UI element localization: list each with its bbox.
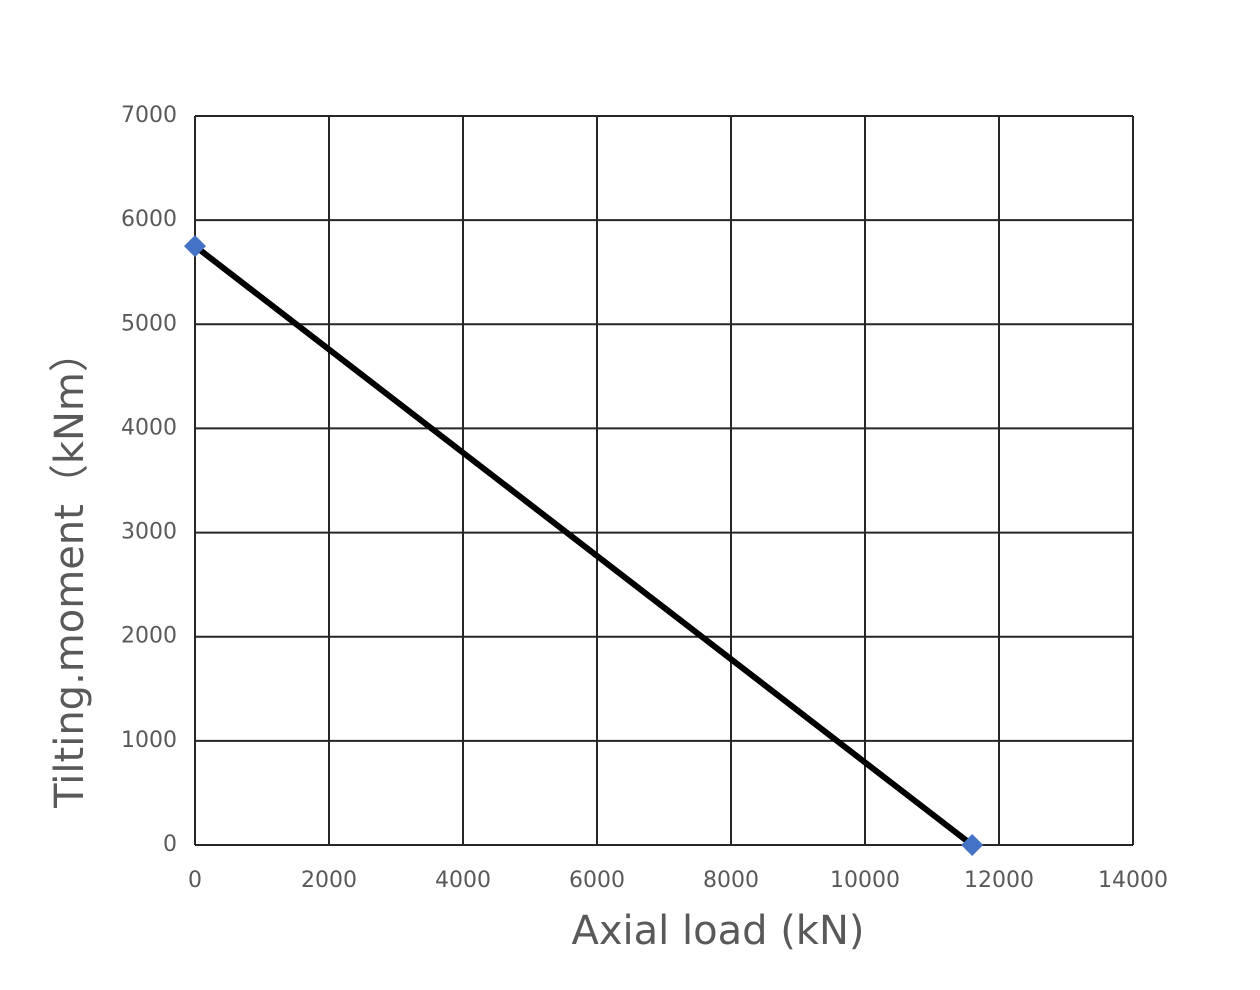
x-axis-title: Axial load (kN) (572, 908, 865, 954)
y-axis-title: Tilting.moment（kNm） (47, 332, 93, 809)
x-tick-label: 12000 (964, 868, 1034, 893)
data-point (961, 834, 984, 856)
y-tick-label: 4000 (121, 415, 177, 440)
y-tick-label: 2000 (121, 624, 177, 649)
data-point (184, 235, 206, 258)
x-tick-label: 0 (188, 868, 202, 893)
x-tick-label: 8000 (703, 868, 759, 893)
x-tick-label: 2000 (301, 868, 357, 893)
x-tick-label: 4000 (435, 868, 491, 893)
y-tick-label: 7000 (121, 103, 177, 128)
x-tick-label: 6000 (569, 868, 625, 893)
y-tick-label: 6000 (121, 207, 177, 232)
series-line (193, 243, 975, 848)
x-tick-label: 14000 (1098, 868, 1168, 893)
y-tick-label: 3000 (121, 520, 177, 545)
y-tick-label: 1000 (121, 728, 177, 753)
y-tick-label: 0 (163, 832, 177, 857)
x-tick-label: 10000 (830, 868, 900, 893)
y-tick-label: 5000 (121, 311, 177, 336)
